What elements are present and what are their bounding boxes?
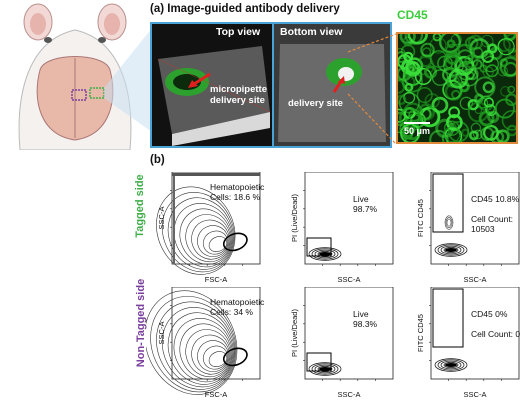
plot-annotation: 10503 <box>471 224 495 234</box>
plot-ylabel: PI (Live/Dead) <box>290 309 299 357</box>
cd45-gate <box>432 288 464 348</box>
contour-population <box>434 358 468 372</box>
plot-annotation: 98.7% <box>353 204 378 214</box>
panel-b-title: (b) <box>150 154 165 166</box>
delivery-site-label: delivery site <box>288 98 343 109</box>
plot-annotation: Cells: 18.6 % <box>210 192 261 202</box>
plot-annotation: Hematopoietic <box>210 297 265 307</box>
cd45-gate <box>432 173 464 233</box>
top-view-label: Top view <box>216 26 261 38</box>
scale-bar-label: 50 μm <box>404 126 431 136</box>
top-view-image: Top view micropipette delivery site <box>150 22 274 148</box>
contour-population <box>434 215 468 257</box>
plot-ylabel: SSC-A <box>157 322 166 345</box>
live-gate <box>306 352 332 372</box>
plot-annotation: 98.3% <box>353 319 378 329</box>
plot-annotation: Hematopoietic <box>210 182 265 192</box>
plot-xlabel: FSC-A <box>205 275 228 284</box>
plot-annotation: CD45 0% <box>471 309 508 319</box>
flow-plot-r0-c2: CD45 10.8% Cell Count:10503 SSC-A FITC CD45 <box>416 172 520 284</box>
contour-population <box>308 362 342 376</box>
bottom-view-label: Bottom view <box>280 26 343 38</box>
zoom-lines <box>347 33 397 145</box>
contour-population <box>308 247 342 261</box>
plot-frame <box>171 172 261 265</box>
plot-xlabel: SSC-A <box>338 275 361 284</box>
bottom-view-image: Bottom view delivery site <box>274 22 392 148</box>
plot-frame <box>430 172 520 265</box>
tagged-side-label: Tagged side <box>134 174 146 238</box>
plot-annotation: Cell Count: 0 <box>471 329 520 339</box>
plot-xlabel: SSC-A <box>338 390 361 399</box>
mouse-illustration <box>18 3 152 150</box>
plot-xlabel: FSC-A <box>205 390 228 399</box>
flow-plot-r1-c2: CD45 0% Cell Count: 0 SSC-A FITC CD45 <box>416 287 520 399</box>
plot-ylabel: FITC CD45 <box>416 199 425 237</box>
plot-xlabel: SSC-A <box>464 390 487 399</box>
plot-ylabel: PI (Live/Dead) <box>290 194 299 242</box>
live-gate <box>306 237 332 257</box>
plot-annotation: Live <box>353 309 369 319</box>
scale-bar <box>404 122 430 124</box>
plot-xlabel: SSC-A <box>464 275 487 284</box>
plot-annotation: Live <box>353 194 369 204</box>
cd45-label: CD45 <box>397 8 428 22</box>
micropipette-label: micropipette delivery site <box>210 84 268 106</box>
contour-population <box>146 290 248 395</box>
cd45-fluorescence-image: 50 μm <box>396 32 518 144</box>
panel-a-title: (a) Image-guided antibody delivery <box>150 3 340 15</box>
plot-annotation: CD45 10.8% <box>471 194 520 204</box>
plot-annotation: Cells: 34 % <box>210 307 253 317</box>
contour-population <box>156 173 260 275</box>
plot-frame <box>304 287 394 380</box>
plot-frame <box>304 172 394 265</box>
plot-ylabel: FITC CD45 <box>416 314 425 352</box>
plot-frame <box>430 287 520 380</box>
plot-frame <box>171 287 261 380</box>
plot-annotation: Cell Count: <box>471 214 513 224</box>
plot-ylabel: SSC-A <box>157 207 166 230</box>
